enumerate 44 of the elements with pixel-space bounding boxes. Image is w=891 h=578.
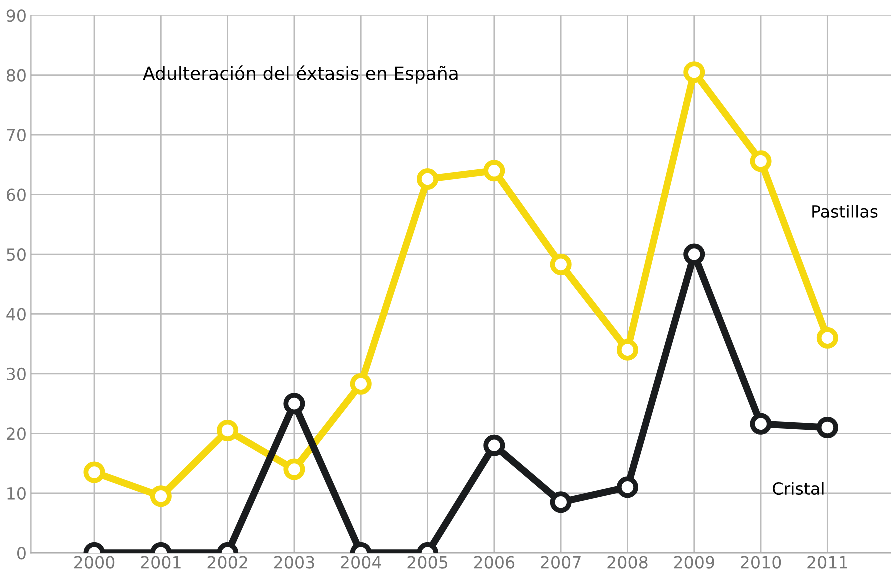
x-tick-label: 2003	[274, 556, 314, 569]
point	[350, 373, 372, 395]
x-tick-label: 2004	[341, 556, 382, 569]
point	[816, 327, 838, 349]
y-tick-label: 10	[8, 487, 26, 500]
y-tick-label: 60	[6, 188, 26, 202]
point	[284, 393, 306, 415]
point	[684, 62, 706, 84]
y-tick-label: 80	[6, 69, 26, 82]
text: Adulteración del éxtasis en España	[143, 66, 458, 84]
y-tick-label: 70	[7, 129, 26, 142]
point	[684, 244, 706, 266]
x-tick-label: 2011	[808, 556, 848, 569]
point	[750, 150, 772, 172]
x-tick-label: 2000	[74, 556, 115, 569]
point	[750, 413, 772, 435]
point	[150, 486, 172, 508]
y-tick-label: 90	[6, 10, 26, 22]
point	[484, 160, 506, 182]
y-tick-label: 30	[7, 368, 26, 381]
point	[484, 434, 506, 456]
point	[816, 416, 838, 438]
point	[417, 168, 439, 190]
x-tick-label: 2002	[208, 556, 248, 569]
point	[550, 492, 572, 514]
point	[616, 339, 638, 361]
x-tick-label: 2008	[608, 556, 648, 569]
x-tick-label: 2007	[541, 556, 581, 569]
y-tick-label: 20	[7, 428, 26, 440]
x-tick-label: 2005	[408, 556, 448, 569]
text: Cristal	[773, 482, 824, 496]
y-tick-label: 40	[6, 308, 26, 321]
point	[84, 462, 106, 484]
x-tick-label: 2010	[741, 556, 782, 569]
point	[284, 458, 306, 480]
x-tick-label: 2006	[474, 556, 515, 569]
point	[616, 476, 638, 498]
point	[550, 254, 572, 276]
x-tick-label: 2009	[674, 556, 714, 569]
series-label: Pastillas	[812, 205, 878, 218]
point	[217, 420, 239, 442]
y-tick-label: 0	[18, 547, 26, 560]
y-tick-label: 50	[7, 248, 26, 262]
x-tick-label: 2001	[141, 556, 181, 569]
